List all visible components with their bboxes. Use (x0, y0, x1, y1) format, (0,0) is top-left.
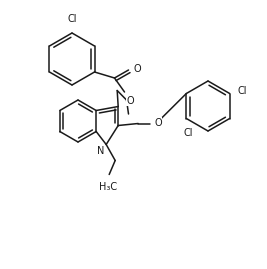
Text: Cl: Cl (184, 128, 193, 137)
Text: O: O (154, 118, 162, 128)
Text: N: N (97, 147, 104, 157)
Text: H₃C: H₃C (99, 182, 117, 193)
Text: O: O (134, 64, 141, 74)
Text: Cl: Cl (238, 87, 247, 97)
Text: Cl: Cl (67, 14, 77, 24)
Text: O: O (127, 96, 134, 106)
